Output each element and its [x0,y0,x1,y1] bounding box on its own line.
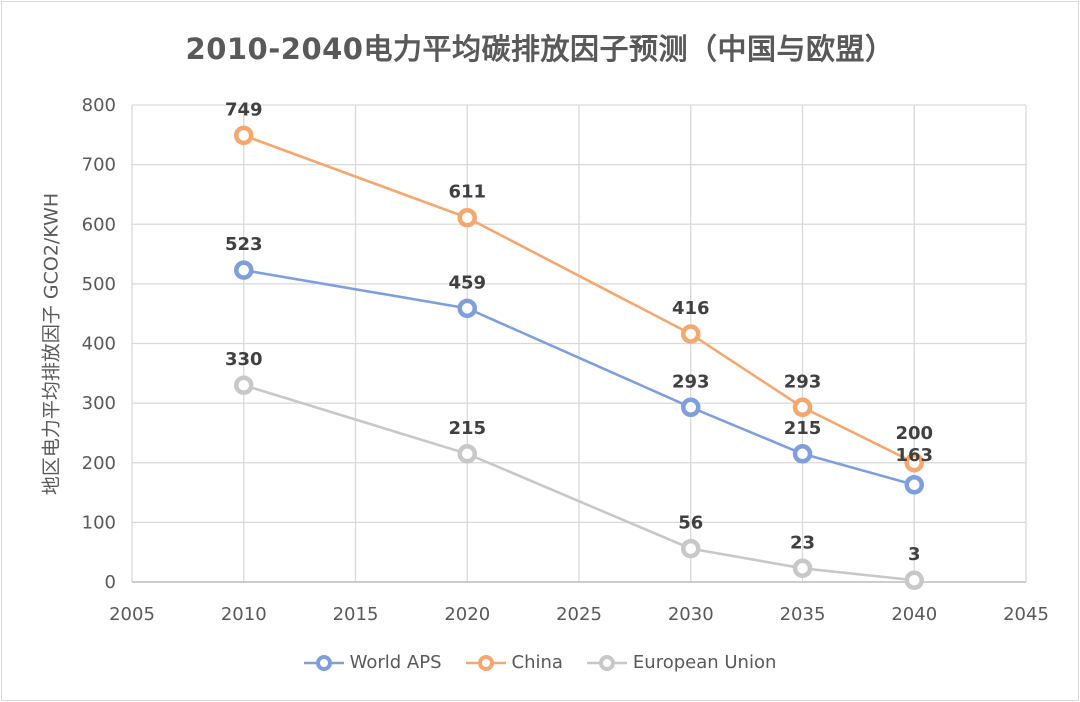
data-label-china: 200 [895,423,933,444]
data-point-world-aps [904,475,924,495]
x-tick-label: 2035 [780,604,826,625]
data-point-china [792,397,813,418]
legend-marker-icon [586,654,627,671]
data-point-european-union [234,375,254,395]
data-point-european-union [681,538,701,559]
data-label-world-aps: 293 [672,371,710,392]
data-point-china [457,207,477,228]
legend-label: China [511,652,563,673]
data-label-china: 416 [672,298,710,319]
x-tick-label: 2020 [444,604,490,625]
legend-label: European Union [632,652,777,673]
data-label-european-union: 3 [908,544,921,565]
legend-item-world-aps: World APS [303,652,442,673]
data-label-european-union: 215 [448,418,486,439]
y-tick-label: 100 [82,512,116,533]
data-label-european-union: 56 [678,513,703,534]
data-point-european-union [457,444,477,464]
data-label-china: 611 [448,182,486,203]
y-tick-label: 0 [105,572,116,593]
x-tick-label: 2025 [556,604,602,625]
series-layer [234,125,924,590]
x-tick-label: 2030 [668,604,714,625]
data-point-european-union [904,570,924,590]
data-label-european-union: 23 [790,532,815,553]
data-point-china [234,125,254,146]
chart-title: 2010-2040电力平均碳排放因子预测（中国与欧盟） [185,32,895,66]
y-tick-label: 200 [82,453,116,474]
data-point-european-union [792,558,813,579]
data-label-china: 749 [225,99,263,120]
x-tick-label: 2005 [109,604,155,625]
data-point-china [904,453,924,473]
data-labels: 523 459 293 215 163 749 611 416 293 200 330 215 56 23… [225,99,933,565]
legend-marker-icon [303,654,344,671]
gridlines [131,104,1027,583]
y-tick-label: 800 [82,95,116,116]
legend-marker-icon [465,654,506,671]
data-point-world-aps [681,397,701,418]
axes: 0 100 200 300 400 500 600 700 800 2005 2010 2015 202… [82,95,1049,625]
x-tick-label: 2010 [221,604,267,625]
data-point-world-aps [457,298,477,319]
legend: World APS China European Union [0,652,1080,673]
data-point-china [681,324,701,344]
data-label-china: 293 [784,371,822,392]
y-tick-label: 700 [82,155,116,176]
x-tick-label: 2015 [333,604,379,625]
data-label-world-aps: 215 [784,418,822,439]
data-label-world-aps: 459 [448,272,486,293]
data-point-world-aps [792,444,813,464]
legend-item-european-union: European Union [586,652,777,673]
data-label-world-aps: 523 [225,234,263,255]
y-tick-label: 600 [82,214,116,235]
data-label-european-union: 330 [225,349,263,370]
x-tick-label: 2040 [891,604,937,625]
data-point-world-aps [234,260,254,280]
data-label-world-aps: 163 [895,445,933,466]
legend-label: World APS [349,652,442,673]
x-tick-label: 2045 [1003,604,1049,625]
legend-item-china: China [465,652,563,673]
y-tick-label: 300 [82,393,116,414]
y-tick-label: 500 [82,274,116,295]
y-tick-label: 400 [82,334,116,355]
